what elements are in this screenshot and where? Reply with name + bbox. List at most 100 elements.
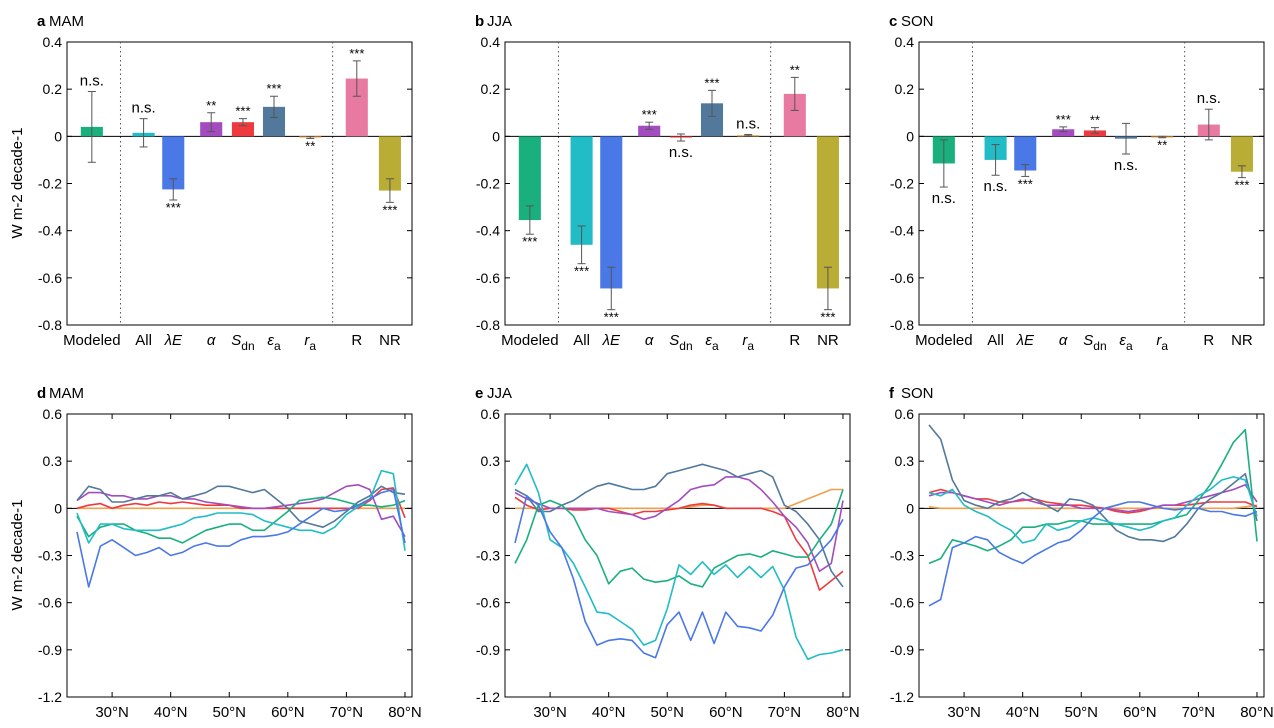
panel-f-line-epsa (928, 424, 1258, 543)
panel-b: b JJA0.40.20-0.2-0.4-0.6-0.8***Modeled***… (475, 13, 851, 353)
panel-f-ytick-label: -0.3 (890, 548, 914, 564)
panel-c-ytick-label: -0.8 (890, 317, 914, 333)
panel-b-bar-NR (816, 136, 839, 289)
panel-b-ytick-label: -0.8 (476, 317, 500, 333)
panel-d-frame (66, 413, 413, 698)
panel-c-category-modeled: Modeled (915, 332, 973, 349)
panel-a-bar-lambdaE (162, 136, 185, 190)
panel-f-ytick-label: 0.6 (895, 406, 915, 422)
panel-b-ytick-label: -0.4 (476, 223, 500, 239)
panel-e-xtick-label: 50°N (650, 704, 684, 721)
panel-a-category-ra: ra (304, 332, 316, 353)
panel-d-ytick-label: -1.2 (38, 689, 62, 705)
panel-b-bar-R (783, 93, 806, 137)
panel-b-ytick-label: 0 (492, 128, 500, 144)
panel-e-xtick-label: 40°N (592, 704, 626, 721)
panel-e-frame (504, 413, 851, 698)
panel-d-line-alpha (76, 483, 406, 537)
panel-e-line-sdn (514, 496, 844, 591)
panel-a-significance-sdn: *** (235, 104, 250, 119)
panel-c-ytick-label: -0.4 (890, 223, 914, 239)
panel-f-ytick-label: -0.9 (890, 642, 914, 658)
panel-c-category-NR: NR (1231, 332, 1253, 349)
panel-c-letter: c (889, 13, 897, 30)
panel-b-category-ra: ra (742, 332, 754, 353)
panel-b-significance-epsa: *** (704, 75, 719, 90)
y-axis-label-row-2: W m-2 decade-1 (9, 500, 26, 611)
panel-b-ytick-label: -0.2 (476, 176, 500, 192)
panel-e-ytick-label: -0.9 (476, 642, 500, 658)
panel-b-category-lambdaE: λE (602, 332, 621, 349)
panel-e-line-all (514, 463, 844, 661)
panel-d-ytick-label: 0.6 (43, 406, 63, 422)
panel-e-line-alpha (514, 476, 844, 573)
panel-d-xtick-label: 60°N (271, 704, 305, 721)
panel-d-ytick-label: 0 (54, 500, 62, 516)
panel-d: d MAM 0.6 0.3 0 -0.3 -0.6 -0.9 -1.2 30°N 40°N 50°N 6… (37, 385, 422, 721)
panel-c-title: SON (901, 13, 934, 30)
panel-f-line-lambdaE (928, 501, 1258, 607)
panel-e-ytick-label: 0.3 (481, 453, 501, 469)
panel-b-category-sdn: Sdn (669, 332, 692, 353)
panel-f-xtick-label: 60°N (1123, 704, 1157, 721)
panel-c-category-alpha: α (1059, 332, 1068, 349)
panel-c-category-R: R (1203, 332, 1214, 349)
panel-d-ytick-label: -0.9 (38, 642, 62, 658)
panel-c-significance-modeled: n.s. (932, 190, 956, 207)
panel-e-line-epsa (514, 463, 844, 588)
panel-a-category-all: All (135, 332, 152, 349)
panel-f-frame (918, 413, 1265, 698)
panel-b-significance-lambdaE: *** (604, 310, 619, 325)
panel-c-significance-all: n.s. (983, 178, 1007, 195)
panel-d-ytick-label: -0.3 (38, 548, 62, 564)
panel-c-ytick-label: 0 (906, 128, 914, 144)
panel-f-ytick-label: 0.3 (895, 453, 915, 469)
panel-b-significance-ra: n.s. (736, 115, 760, 132)
panel-d-xtick-label: 80°N (388, 704, 422, 721)
panel-a-category-modeled: Modeled (63, 332, 121, 349)
panel-d-line-lambdaE (76, 488, 406, 588)
panel-d-xtick-label: 70°N (330, 704, 364, 721)
panel-d-title: MAM (49, 385, 84, 402)
panel-a-significance-all: n.s. (131, 100, 155, 117)
panel-e-xtick-label: 80°N (826, 704, 860, 721)
panel-a-category-epsa: εa (267, 332, 281, 353)
panel-f-letter: f (889, 385, 895, 402)
panel-a-significance-epsa: *** (266, 81, 281, 96)
panel-d-line-modeled (76, 496, 406, 544)
panel-f-xtick-label: 40°N (1006, 704, 1040, 721)
panel-b-significance-alpha: *** (642, 107, 657, 122)
panel-c-category-epsa: εa (1119, 332, 1133, 353)
panel-a-significance-modeled: n.s. (80, 73, 104, 90)
panel-c-category-lambdaE: λE (1016, 332, 1035, 349)
panel-a-significance-NR: *** (382, 202, 397, 217)
panel-b-significance-sdn: n.s. (669, 144, 693, 161)
panel-a-category-lambdaE: λE (164, 332, 183, 349)
panel-e-ytick-label: -1.2 (476, 689, 500, 705)
panel-c: c SON 0.4 0.2 0 -0.2 -0.4 -0.6 -0.8 n.s. Modeled n.… (889, 13, 1265, 353)
panel-c-significance-NR: *** (1234, 178, 1249, 193)
panel-c-ytick-label: -0.2 (890, 176, 914, 192)
panel-c-significance-alpha: *** (1056, 112, 1071, 127)
panel-e-xtick-label: 60°N (709, 704, 743, 721)
panel-f-ytick-label: -0.6 (890, 595, 914, 611)
panel-c-ytick-label: 0.2 (895, 81, 915, 97)
panel-b-category-epsa: εa (705, 332, 719, 353)
panel-b-ytick-label: -0.6 (476, 270, 500, 286)
panel-b-bar-epsa (700, 103, 724, 137)
panel-a-category-sdn: Sdn (231, 332, 254, 353)
panel-f-xtick-label: 70°N (1182, 704, 1216, 721)
panel-e-line-ra (515, 488, 843, 510)
panel-b-ytick-label: 0.4 (481, 34, 501, 50)
panel-a-significance-R: *** (349, 46, 364, 61)
panel-a-bar-NR (378, 136, 401, 191)
panel-c-bar-lambdaE (1014, 136, 1037, 171)
panel-b-category-NR: NR (817, 332, 839, 349)
panel-f-line-sdn (928, 488, 1258, 514)
panel-b-title: JJA (487, 13, 512, 30)
panel-c-bar-alpha (1052, 129, 1075, 137)
panel-c-significance-lambdaE: *** (1018, 176, 1033, 191)
panel-b-ytick-label: 0.2 (481, 81, 501, 97)
panel-b-bar-alpha (638, 125, 661, 137)
panel-b-significance-NR: *** (820, 310, 835, 325)
